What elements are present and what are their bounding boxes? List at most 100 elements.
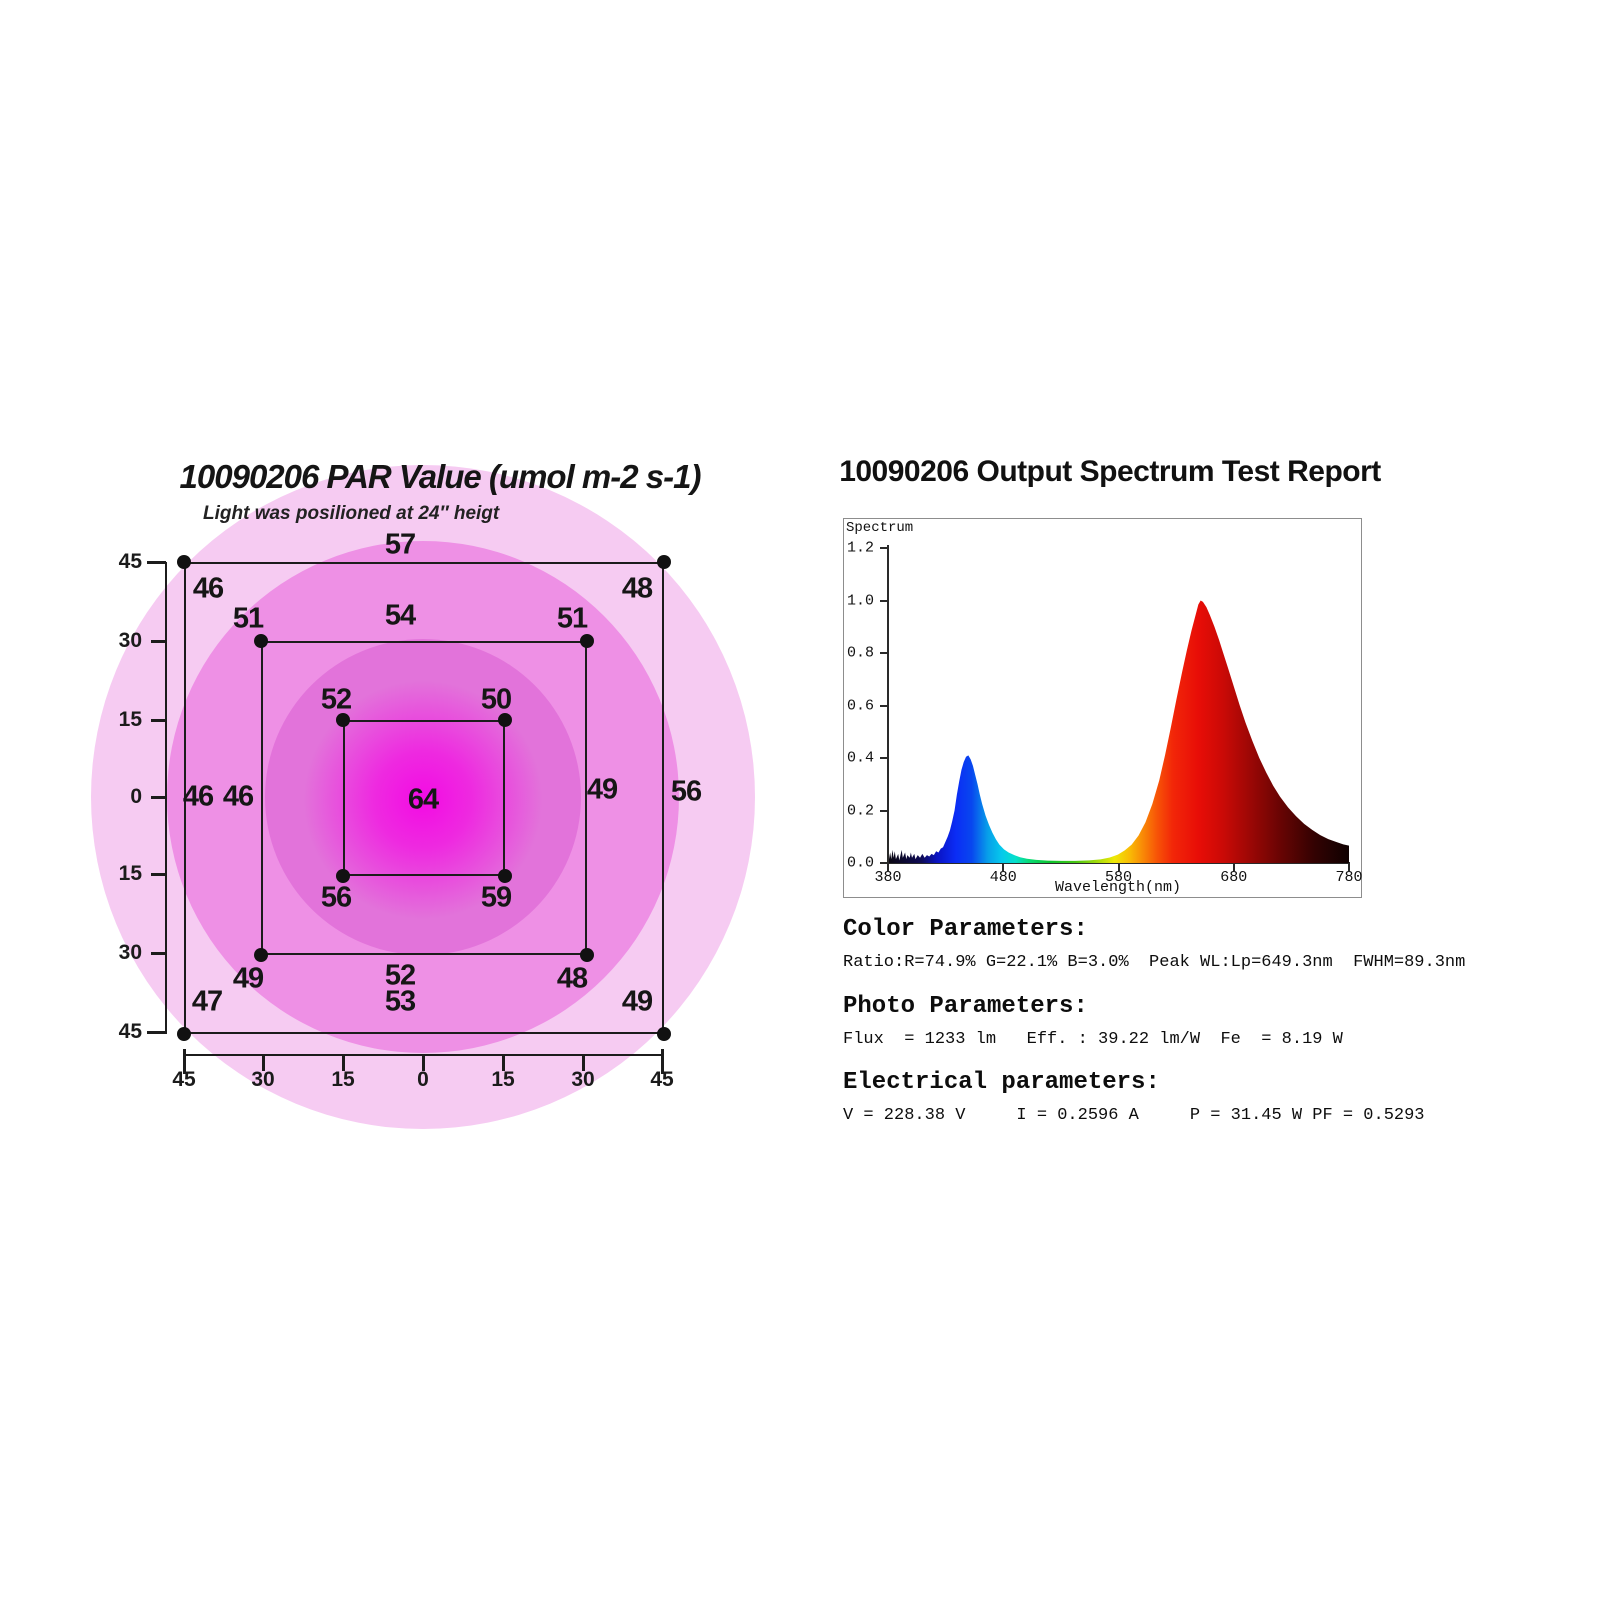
- par-x-tick: [183, 1049, 186, 1074]
- spectrum-x-tick-label: 580: [1104, 869, 1132, 886]
- par-y-tick-label: 30: [118, 941, 142, 964]
- par-value-tr15: 50: [480, 683, 512, 716]
- par-x-tick-label: 15: [491, 1068, 515, 1091]
- spectrum-y-tick-label: 0.2: [846, 802, 874, 819]
- par-square-45: [184, 562, 664, 1034]
- par-value-bl15: 56: [320, 881, 352, 914]
- spectrum-x-tick: [1002, 864, 1005, 871]
- spectrum-x-tick-label: 680: [1220, 869, 1248, 886]
- spectrum-y-tick: [880, 757, 887, 759]
- spectrum-y-tick-label: 0.4: [846, 749, 874, 767]
- par-y-tick: [151, 952, 166, 955]
- par-x-tick: [422, 1056, 425, 1071]
- par-chart-title: 10090206 PAR Value (umol m-2 s-1): [179, 458, 702, 495]
- par-y-tick-label: 0: [130, 785, 142, 808]
- par-value-bottom45: 53: [384, 985, 416, 1018]
- par-corner-dot: [254, 948, 268, 962]
- spectrum-y-tick: [880, 652, 887, 654]
- par-x-tick-label: 15: [331, 1068, 355, 1091]
- photo-parameters-values: Flux = 1233 lm Eff. : 39.22 lm/W Fe = 8.…: [843, 1030, 1343, 1049]
- par-value-l45: 46: [182, 780, 214, 813]
- color-parameters-heading: Color Parameters:: [843, 916, 1088, 943]
- electrical-parameters-heading: Electrical parameters:: [843, 1069, 1160, 1096]
- par-x-tick-label: 0: [417, 1068, 429, 1091]
- par-y-tick: [151, 796, 166, 799]
- par-y-tick: [151, 640, 166, 643]
- par-corner-dot: [177, 1027, 191, 1041]
- par-y-axis-spine: [165, 562, 167, 1034]
- par-x-tick-label: 30: [251, 1068, 275, 1091]
- par-x-tick: [262, 1056, 265, 1071]
- par-corner-dot: [254, 634, 268, 648]
- par-x-tick-label: 45: [172, 1068, 196, 1091]
- spectrum-y-tick-label: 1.2: [846, 539, 874, 557]
- spectrum-x-axis-spine: [887, 862, 1350, 864]
- par-value-bl30: 49: [232, 962, 264, 995]
- spectrum-x-tick: [1117, 864, 1120, 871]
- par-value-bottom30: 52: [384, 959, 416, 992]
- par-corner-dot: [336, 869, 350, 883]
- par-y-tick: [147, 1031, 166, 1034]
- par-square-15: [343, 720, 505, 876]
- par-value-bl45: 47: [191, 985, 223, 1018]
- spectrum-y-tick-label: 0.0: [846, 854, 874, 872]
- par-x-tick: [502, 1056, 505, 1071]
- par-y-tick: [147, 561, 166, 564]
- par-corner-dot: [580, 634, 594, 648]
- spectrum-report-title: 10090206 Output Spectrum Test Report: [839, 455, 1381, 488]
- par-chart-subtitle: Light was posilioned at 24″ heigt: [203, 503, 500, 524]
- spectrum-y-tick: [880, 547, 887, 549]
- spectrum-y-tick-label: 0.6: [846, 697, 874, 714]
- par-value-tl15: 52: [320, 683, 352, 716]
- photo-parameters-heading: Photo Parameters:: [843, 993, 1088, 1020]
- par-y-tick-label: 15: [118, 862, 142, 885]
- spectrum-chart-label: Spectrum: [846, 520, 914, 536]
- par-x-tick: [582, 1056, 585, 1071]
- par-y-tick: [151, 873, 166, 876]
- par-y-tick-label: 15: [118, 708, 142, 731]
- spectrum-x-tick: [887, 864, 889, 871]
- par-y-tick-label: 30: [118, 629, 142, 652]
- par-value-c0: 64: [407, 783, 439, 816]
- par-x-tick: [342, 1056, 345, 1071]
- par-corner-dot: [580, 948, 594, 962]
- spectrum-x-tick: [1232, 864, 1235, 871]
- color-parameters-values: Ratio:R=74.9% G=22.1% B=3.0% Peak WL:Lp=…: [843, 953, 1466, 972]
- spectrum-y-tick: [880, 862, 887, 864]
- spectrum-y-tick-label: 1.0: [846, 592, 874, 609]
- spectrum-y-axis-spine: [887, 545, 889, 864]
- par-value-tr30: 51: [556, 602, 588, 635]
- par-y-tick: [151, 719, 166, 722]
- spectrum-x-tick: [1348, 864, 1350, 871]
- spectrum-y-tick: [880, 809, 887, 812]
- par-value-top45: 57: [384, 528, 416, 561]
- par-corner-dot: [177, 555, 191, 569]
- spectrum-x-tick-label: 380: [874, 869, 902, 886]
- par-value-br15: 59: [480, 881, 512, 914]
- par-value-top30: 54: [384, 599, 416, 632]
- par-corner-dot: [498, 869, 512, 883]
- par-x-tick-label: 30: [571, 1068, 595, 1091]
- par-corner-dot: [336, 713, 350, 727]
- spectrum-y-tick: [880, 599, 887, 602]
- spectrum-y-tick: [880, 704, 887, 707]
- par-value-l30: 46: [222, 780, 254, 813]
- par-x-axis-spine: [184, 1054, 664, 1056]
- par-x-tick-label: 45: [650, 1068, 674, 1091]
- par-corner-dot: [657, 1027, 671, 1041]
- spectrum-y-tick-label: 0.8: [846, 644, 874, 662]
- par-value-tl45: 46: [192, 572, 224, 605]
- par-value-br30: 48: [556, 962, 588, 995]
- par-y-tick-label: 45: [118, 550, 142, 573]
- par-square-30: [261, 641, 587, 955]
- spectrum-x-tick-label: 780: [1335, 869, 1363, 886]
- par-corner-dot: [498, 713, 512, 727]
- par-value-tl30: 51: [232, 602, 264, 635]
- par-corner-dot: [657, 555, 671, 569]
- par-value-tr45: 48: [621, 572, 653, 605]
- par-value-r45: 56: [670, 775, 702, 808]
- par-x-tick: [661, 1049, 664, 1074]
- electrical-parameters-values: V = 228.38 V I = 0.2596 A P = 31.45 W PF…: [843, 1106, 1425, 1125]
- par-value-br45: 49: [621, 985, 653, 1018]
